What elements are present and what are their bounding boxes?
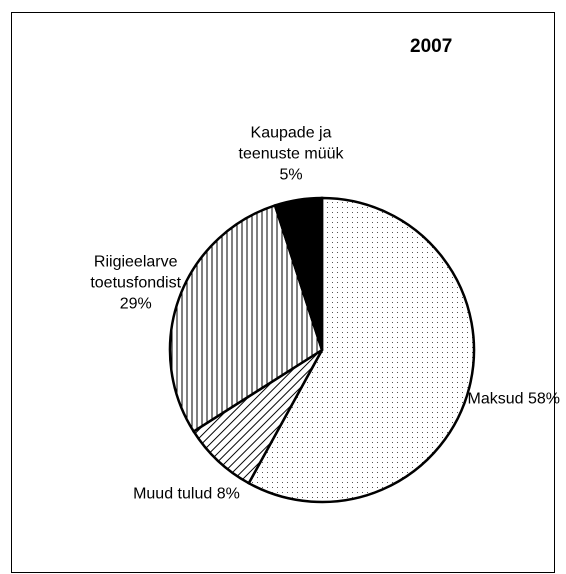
pie-slice (273, 196, 324, 351)
pie-slice (168, 203, 324, 434)
value-label: 29% (119, 295, 152, 313)
pie-slice (247, 196, 476, 504)
category-label: Riigieelarve toetusfondist (90, 253, 182, 292)
slice-label: Muud tulud 8% (130, 484, 242, 505)
category-label: Maksud (467, 390, 524, 408)
value-label: 5% (279, 166, 303, 184)
value-label: 8% (216, 485, 240, 503)
category-label: Muud tulud (133, 485, 213, 503)
value-label: 58% (527, 390, 561, 408)
slice-label: Maksud 58% (458, 389, 566, 410)
chart-title: 2007 (410, 36, 453, 57)
slice-label: Riigieelarve toetusfondist 29% (80, 251, 192, 314)
frame (11, 12, 555, 573)
category-label: Kaupade ja teenuste müük (238, 124, 344, 163)
slice-label: Kaupade ja teenuste müük 5% (235, 123, 347, 186)
